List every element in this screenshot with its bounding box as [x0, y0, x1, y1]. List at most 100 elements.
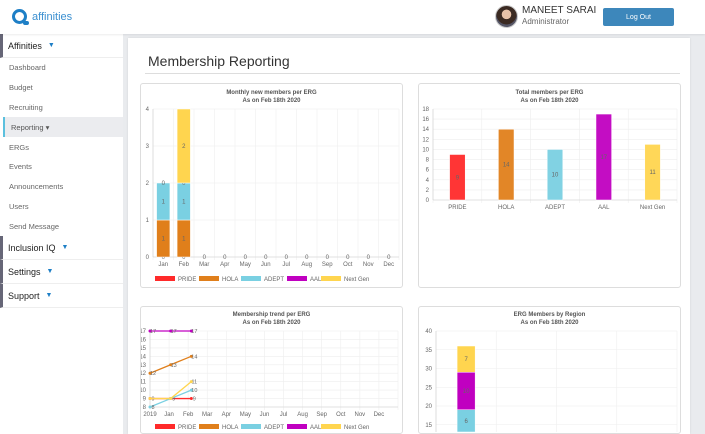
y-tick-label: 15 — [425, 423, 432, 429]
sidebar-section-affinities[interactable]: Affinities ▼ — [0, 34, 123, 58]
data-label: 0 — [367, 255, 371, 261]
x-tick-label: Mar — [199, 262, 209, 268]
chart-title: Total members per ERG — [515, 90, 584, 96]
legend-swatch — [241, 424, 261, 429]
data-label: 17 — [150, 329, 156, 335]
chart-svg: 15 20 25 30 35 40 6 10 7 — [425, 329, 678, 433]
y-tick-label: 4 — [146, 107, 150, 113]
logout-button[interactable]: Log Out — [603, 8, 674, 26]
sidebar-item-announcements[interactable]: Announcements — [9, 182, 64, 192]
x-tick-label: Jan — [158, 262, 168, 268]
sidebar-item-ergs[interactable]: ERGs — [9, 142, 30, 152]
y-tick-label: 40 — [425, 329, 432, 335]
section-label: Support — [8, 290, 40, 301]
data-point — [148, 371, 152, 375]
data-label: 2 — [182, 144, 186, 150]
sidebar-item-users[interactable]: Users — [9, 201, 29, 211]
data-label: 10 — [463, 389, 470, 395]
x-tick-label: Oct — [336, 412, 346, 418]
legend-label: ADEPT — [264, 425, 284, 431]
chart-title: ERG Members by Region — [513, 312, 586, 318]
chart-svg: 0 1 2 3 4 Jan Feb Mar Apr May Jun Jul Aug Sep Oct Nov De… — [146, 107, 400, 283]
caret-down-icon: ▼ — [45, 292, 53, 300]
legend-swatch — [155, 424, 175, 429]
data-label: 14 — [191, 354, 197, 360]
x-tick-label: Jul — [282, 262, 290, 268]
chart-subtitle: As on Feb 18th 2020 — [520, 320, 579, 326]
sidebar-item-reporting[interactable]: Reporting ▾ — [3, 117, 123, 138]
data-label: 1 — [162, 200, 166, 206]
x-tick-label: Sep — [316, 412, 327, 418]
data-label: 0 — [182, 255, 186, 261]
y-tick-label: 10 — [141, 388, 147, 394]
x-tick-label: Nov — [355, 412, 366, 418]
sidebar-item-budget[interactable]: Budget — [9, 83, 33, 93]
y-tick-label: 12 — [141, 371, 147, 377]
chart-svg: 8910111213141516172019JanFebMarAprMayJun… — [141, 329, 399, 431]
bar-segment — [456, 345, 476, 373]
y-tick-label: 14 — [141, 354, 147, 360]
data-label: 10 — [552, 173, 559, 179]
y-tick-label: 30 — [425, 367, 432, 373]
chart-title: Membership trend per ERG — [232, 312, 311, 318]
chart-subtitle: As on Feb 18th 2020 — [520, 98, 579, 104]
legend-swatch — [241, 276, 261, 281]
data-label: 0 — [203, 255, 207, 261]
data-point — [189, 354, 193, 358]
data-label: 0 — [326, 255, 330, 261]
user-role: Administrator — [522, 17, 570, 26]
sidebar-item-send-message[interactable]: Send Message — [9, 221, 60, 231]
x-tick-label: Dec — [374, 412, 385, 418]
bar — [644, 144, 661, 201]
data-point — [189, 388, 193, 392]
logo-text: affinities — [32, 10, 73, 23]
data-point — [148, 405, 152, 409]
sidebar-item-recruiting[interactable]: Recruiting — [9, 102, 43, 112]
data-label: 10 — [191, 388, 197, 394]
legend-label: PRIDE — [178, 425, 196, 431]
legend-swatch — [199, 424, 219, 429]
data-label: 1 — [182, 237, 186, 243]
data-point — [189, 380, 193, 384]
y-tick-label: 10 — [422, 147, 429, 153]
y-tick-label: 11 — [141, 380, 147, 386]
chart-card-membership-trend: Membership trend per ERG As on Feb 18th … — [140, 306, 403, 434]
y-tick-label: 6 — [426, 168, 430, 174]
sidebar-item-dashboard[interactable]: Dashboard — [9, 63, 46, 73]
sidebar-section-settings[interactable]: Settings ▼ — [0, 260, 123, 285]
legend-swatch — [199, 276, 219, 281]
data-point — [169, 397, 173, 401]
y-tick-label: 0 — [426, 198, 430, 204]
sidebar-section-inclusion-iq[interactable]: Inclusion IQ ▼ — [0, 236, 123, 261]
chart-svg: 0 2 4 6 8 10 12 14 16 18 PRIDE HOLA ADEPT AAL Next Gen… — [422, 107, 678, 211]
y-tick-label: 1 — [146, 218, 150, 224]
data-point — [148, 397, 152, 401]
chart-card-total-members: Total members per ERG As on Feb 18th 202… — [418, 83, 681, 288]
bar-segment — [176, 108, 191, 184]
data-point — [189, 397, 193, 401]
data-label: 1 — [162, 237, 166, 243]
chart-card-members-by-region: ERG Members by Region As on Feb 18th 202… — [418, 306, 681, 434]
sidebar-item-events[interactable]: Events — [9, 162, 32, 172]
section-label: Settings — [8, 266, 41, 277]
data-label: 9 — [151, 397, 154, 403]
y-tick-label: 16 — [422, 117, 429, 123]
x-tick-label: Sep — [322, 262, 333, 268]
x-tick-label: Apr — [222, 412, 231, 418]
affinities-logo[interactable]: affinities — [12, 9, 73, 25]
data-label: 0 — [244, 255, 248, 261]
sidebar-section-support[interactable]: Support ▼ — [0, 284, 123, 309]
legend-label: AAL — [310, 425, 322, 431]
data-label: 14 — [503, 163, 510, 169]
y-tick-label: 13 — [141, 363, 147, 369]
legend-label: ADEPT — [264, 277, 284, 283]
data-label: 9 — [172, 397, 175, 403]
data-point — [169, 329, 173, 333]
data-label: 0 — [162, 181, 166, 187]
data-label: 0 — [162, 255, 166, 261]
x-tick-label: Jul — [280, 412, 288, 418]
x-tick-label: Jan — [164, 412, 174, 418]
data-label: 0 — [223, 255, 227, 261]
data-label: 17 — [191, 329, 197, 335]
y-tick-label: 14 — [422, 127, 429, 133]
